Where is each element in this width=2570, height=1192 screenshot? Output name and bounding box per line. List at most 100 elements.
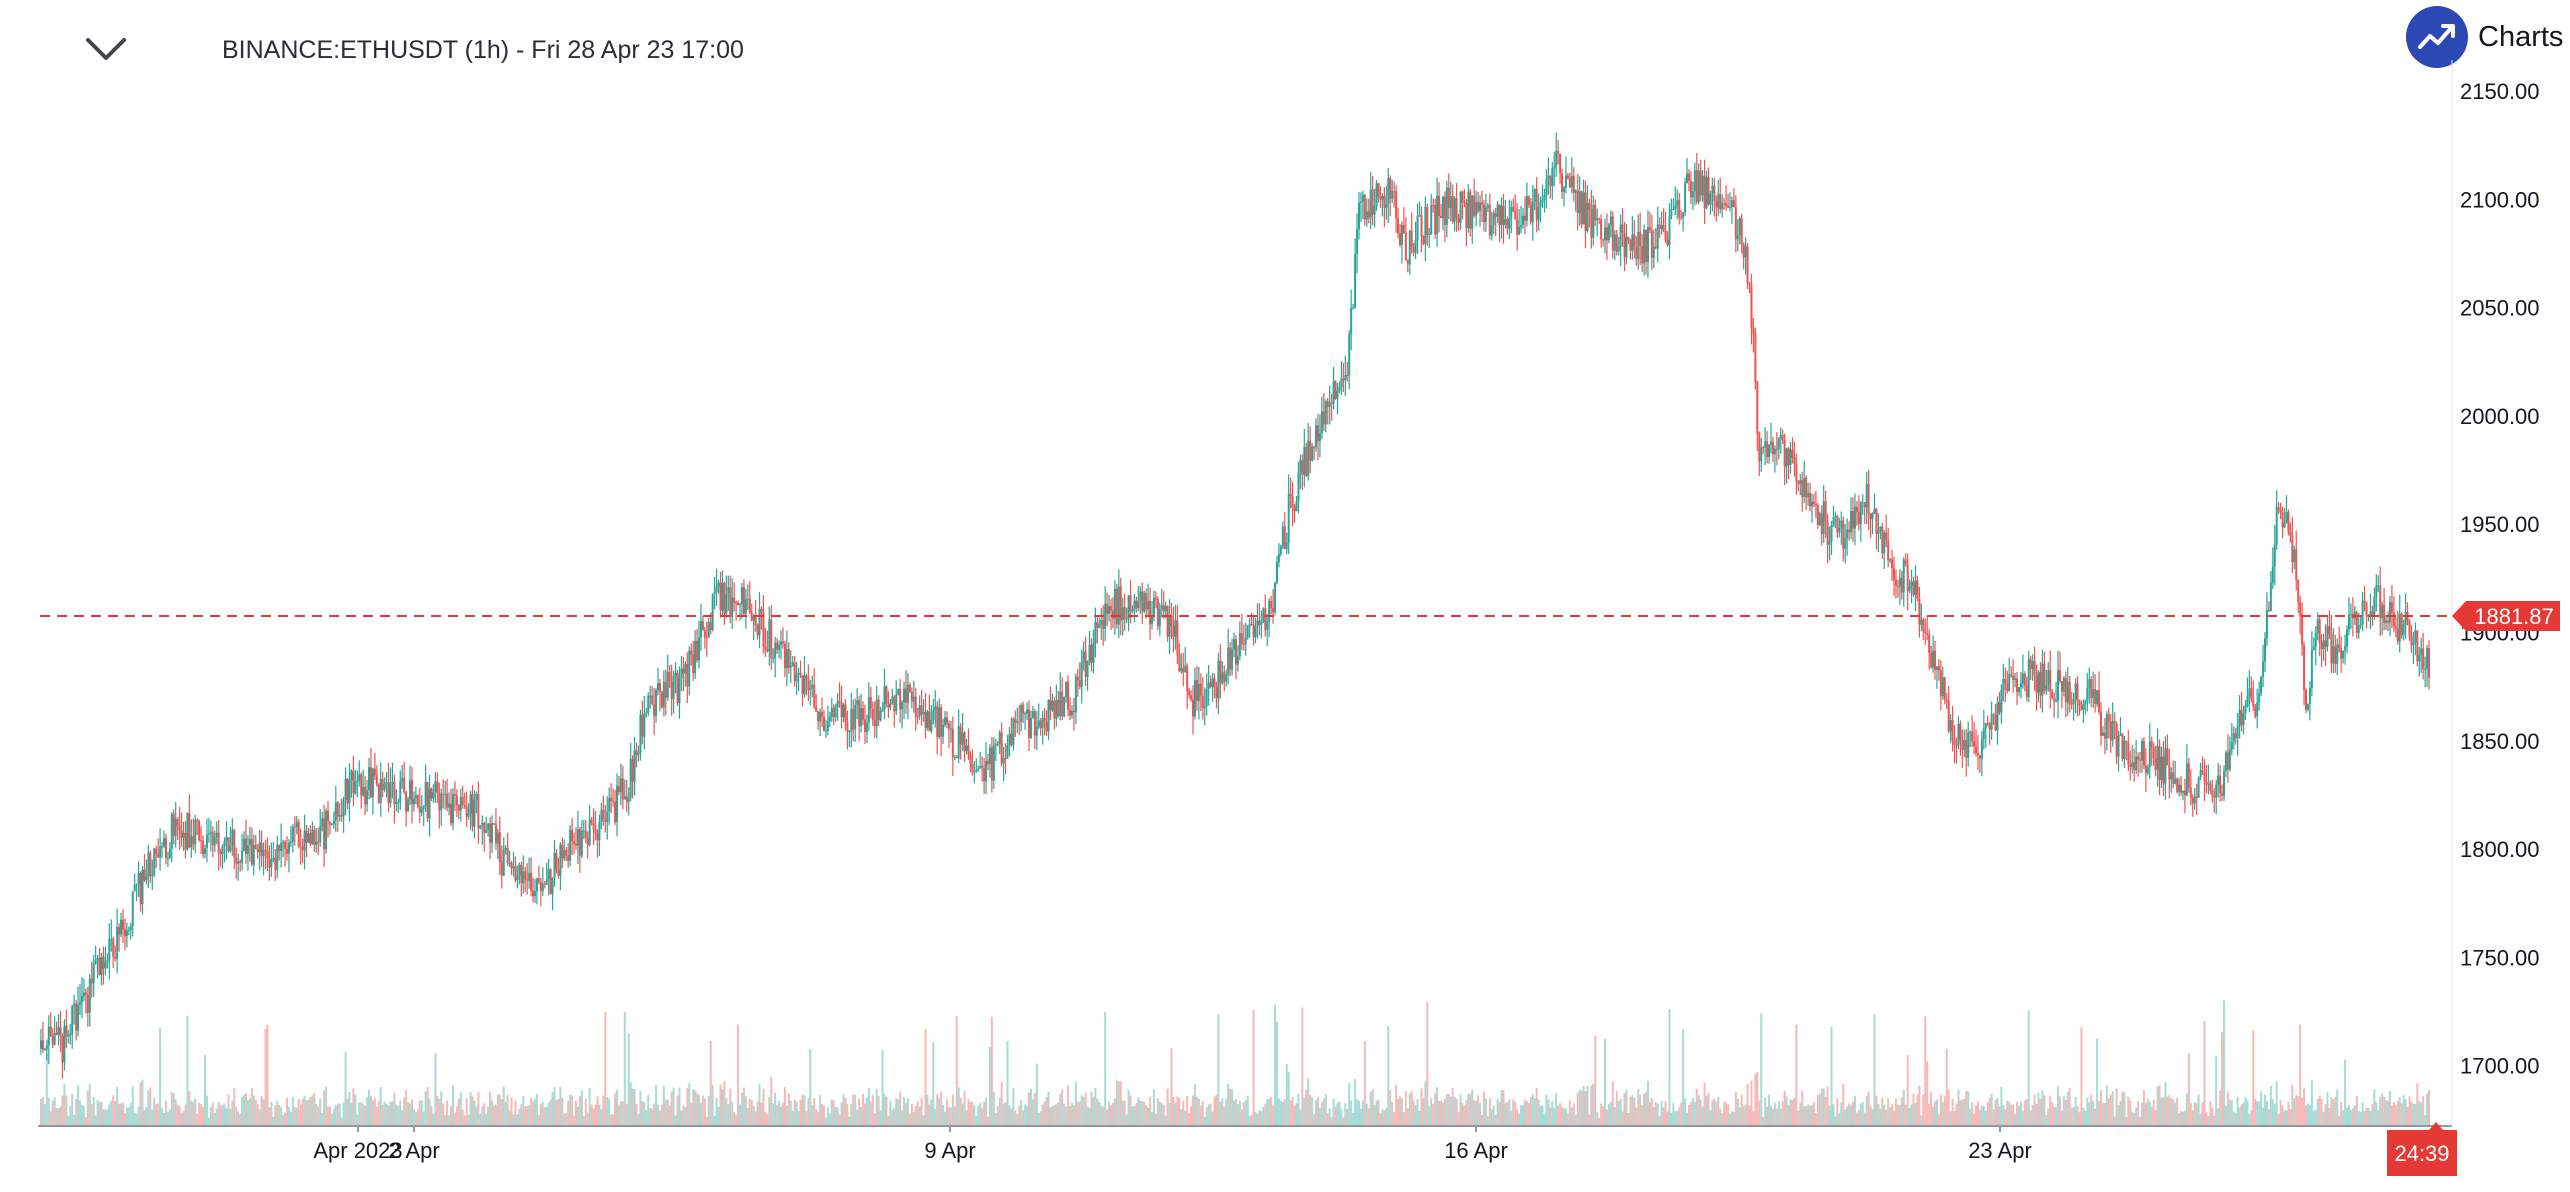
- volume-bar: [1111, 1102, 1114, 1125]
- candle-body: [2154, 758, 2157, 771]
- volume-bar: [2168, 1095, 2171, 1125]
- volume-bar: [953, 1106, 956, 1125]
- volume-bar: [1326, 1113, 1329, 1125]
- volume-bar: [1002, 1103, 1005, 1125]
- volume-bar: [2301, 1097, 2304, 1125]
- volume-bar: [739, 1104, 742, 1125]
- candle-body: [155, 848, 158, 854]
- candle-body: [990, 747, 993, 781]
- candle-body: [1096, 622, 1099, 628]
- candle-body: [1508, 218, 1511, 229]
- x-tick-label: 9 Apr: [924, 1138, 975, 1163]
- candle-body: [53, 1033, 56, 1045]
- volume-bar: [2217, 1108, 2220, 1125]
- volume-bar: [1242, 1101, 1245, 1125]
- volume-bar: [865, 1097, 868, 1125]
- volume-bar: [1871, 1109, 1874, 1125]
- volume-bar: [1824, 1096, 1827, 1125]
- candle-body: [1861, 502, 1864, 504]
- volume-bar: [1281, 1101, 1284, 1125]
- candle-body: [803, 675, 806, 695]
- y-tick-label: 1950.00: [2460, 512, 2540, 537]
- volume-bar: [389, 1101, 392, 1125]
- candle-body: [1672, 208, 1675, 210]
- candle-body: [494, 823, 497, 844]
- candle-body: [514, 866, 517, 880]
- candle-body: [2012, 675, 2015, 681]
- volume-bar: [1219, 1101, 1222, 1125]
- candle-body: [1994, 715, 1997, 731]
- volume-bar: [756, 1101, 759, 1125]
- volume-bar: [1971, 1102, 1974, 1125]
- candle-body: [1641, 246, 1644, 264]
- brand-link[interactable]: Charts p: [2406, 6, 2570, 68]
- candle-body: [116, 926, 119, 959]
- volume-bar: [645, 1110, 648, 1125]
- volume-bar: [871, 1095, 874, 1125]
- collapse-button[interactable]: [82, 30, 130, 70]
- volume-bar: [1721, 1112, 1724, 1125]
- volume-bar: [969, 1101, 972, 1125]
- candle-body: [1967, 732, 1970, 758]
- candle-body: [1113, 588, 1116, 619]
- candle-body: [1674, 205, 1677, 209]
- candle-body: [1557, 151, 1560, 154]
- last-price-badge: 1881.87: [2452, 601, 2560, 631]
- candle-body: [2388, 602, 2391, 623]
- candle-body: [1572, 175, 1575, 193]
- candle-body: [2379, 585, 2382, 619]
- candle-body: [967, 745, 970, 755]
- candle-body: [2068, 681, 2071, 704]
- candle-body: [1084, 651, 1087, 677]
- candle-body: [951, 728, 954, 758]
- volume-bar: [516, 1114, 519, 1125]
- volume-bar: [2133, 1112, 2136, 1125]
- volume-bar: [850, 1103, 853, 1125]
- volume-bar: [1867, 1091, 1870, 1125]
- candle-body: [795, 674, 798, 682]
- volume-bar: [555, 1100, 558, 1125]
- volume-bar: [1352, 1112, 1355, 1125]
- volume-bar: [350, 1102, 353, 1125]
- volume-bar: [1186, 1095, 1189, 1125]
- candle-body: [1397, 218, 1400, 234]
- candle-body: [805, 675, 808, 678]
- volume-bar: [1810, 1105, 1813, 1125]
- candle-body: [617, 785, 620, 793]
- volume-bar: [245, 1093, 248, 1125]
- volume-bar: [1930, 1092, 1933, 1125]
- volume-bar: [1898, 1105, 1901, 1125]
- candle-body: [1619, 224, 1622, 247]
- volume-bar: [116, 1087, 119, 1125]
- candle-body: [772, 658, 775, 660]
- volume-bar: [832, 1100, 835, 1125]
- candle-body: [159, 846, 162, 858]
- candle-body: [1279, 546, 1282, 555]
- volume-bar: [2060, 1110, 2063, 1125]
- candle-body: [120, 919, 123, 935]
- volume-bar: [371, 1100, 374, 1125]
- candle-body: [875, 699, 878, 727]
- volume-bar: [477, 1091, 480, 1125]
- volume-bar: [821, 1103, 824, 1125]
- candle-body: [2418, 655, 2421, 662]
- volume-bar: [1133, 1106, 1136, 1125]
- candle-body: [2340, 648, 2343, 659]
- candle-body: [1166, 605, 1169, 637]
- candle-body: [799, 673, 802, 676]
- volume-bar: [1037, 1112, 1040, 1125]
- candle-body: [526, 879, 529, 881]
- candle-body: [133, 884, 136, 892]
- candle-body: [2367, 615, 2370, 617]
- volume-bar: [1801, 1090, 1804, 1125]
- volume-bar: [1301, 1007, 1304, 1125]
- volume-bar: [270, 1101, 273, 1125]
- volume-bar: [2224, 1105, 2227, 1125]
- volume-bar: [368, 1089, 371, 1125]
- volume-bar: [71, 1093, 74, 1125]
- candle-body: [2029, 659, 2032, 670]
- candle-body: [1779, 435, 1782, 439]
- volume-bar: [1994, 1099, 1997, 1125]
- volume-bar: [1996, 1097, 1999, 1125]
